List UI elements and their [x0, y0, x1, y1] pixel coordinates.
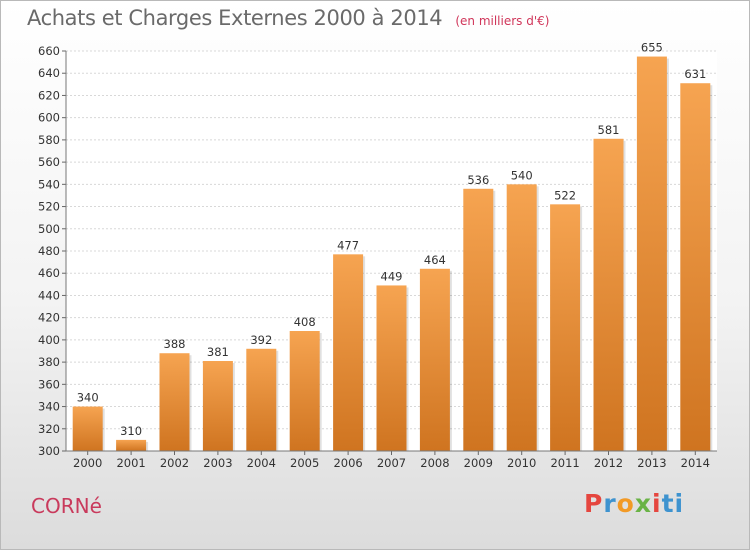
bar	[159, 353, 190, 451]
y-tick-label: 560	[38, 155, 60, 169]
bar	[636, 56, 667, 452]
x-tick-label: 2000	[73, 456, 102, 470]
x-tick-label: 2006	[333, 456, 362, 470]
data-label: 310	[120, 424, 142, 438]
y-tick-label: 420	[38, 311, 60, 325]
chart-title: Achats et Charges Externes 2000 à 2014	[27, 6, 443, 30]
y-tick-label: 500	[38, 222, 60, 236]
x-tick-label: 2001	[116, 456, 145, 470]
bar	[202, 361, 233, 451]
x-tick-label: 2004	[247, 456, 276, 470]
y-tick-label: 520	[38, 200, 60, 214]
data-label: 449	[381, 269, 403, 283]
place-name: CORNé	[31, 494, 102, 518]
proxiti-logo: Proxiti	[584, 489, 684, 518]
data-label: 540	[511, 168, 533, 182]
y-tick-label: 480	[38, 244, 60, 258]
data-label: 536	[467, 173, 489, 187]
logo-letter: o	[616, 489, 635, 518]
y-tick-label: 340	[38, 400, 60, 414]
data-label: 477	[337, 238, 359, 252]
logo-letter: ti	[661, 489, 685, 518]
x-tick-label: 2005	[290, 456, 319, 470]
y-tick-label: 580	[38, 133, 60, 147]
bar	[680, 83, 711, 451]
y-tick-label: 640	[38, 66, 60, 80]
y-tick-label: 620	[38, 88, 60, 102]
y-tick-label: 360	[38, 377, 60, 391]
bar	[333, 254, 364, 451]
x-tick-label: 2007	[377, 456, 406, 470]
x-tick-label: 2010	[507, 456, 536, 470]
data-label: 631	[684, 67, 706, 81]
data-label: 340	[77, 391, 99, 405]
bar	[289, 331, 320, 451]
y-tick-label: 660	[38, 44, 60, 58]
logo-letter: r	[603, 489, 617, 518]
x-tick-label: 2012	[594, 456, 623, 470]
bar	[593, 138, 624, 451]
logo-letter: i	[652, 489, 662, 518]
y-tick-label: 300	[38, 444, 60, 458]
data-label: 522	[554, 188, 576, 202]
x-tick-label: 2014	[681, 456, 710, 470]
bar	[246, 348, 277, 451]
data-label: 408	[294, 315, 316, 329]
bar	[506, 184, 537, 452]
logo-letter: x	[634, 489, 652, 518]
data-label: 392	[250, 333, 272, 347]
bar	[376, 285, 407, 451]
y-tick-label: 460	[38, 266, 60, 280]
data-label: 581	[598, 123, 620, 137]
y-tick-label: 380	[38, 355, 60, 369]
x-tick-label: 2011	[550, 456, 579, 470]
bar	[419, 268, 450, 451]
y-tick-label: 400	[38, 333, 60, 347]
x-tick-label: 2013	[637, 456, 666, 470]
data-label: 381	[207, 345, 229, 359]
y-tick-label: 320	[38, 422, 60, 436]
data-label: 388	[164, 337, 186, 351]
logo-letter: P	[584, 489, 604, 518]
y-tick-label: 540	[38, 177, 60, 191]
bar	[72, 406, 103, 451]
x-tick-label: 2008	[420, 456, 449, 470]
data-label: 655	[641, 41, 663, 55]
x-tick-label: 2003	[203, 456, 232, 470]
x-tick-label: 2002	[160, 456, 189, 470]
chart-unit: (en milliers d'€)	[455, 14, 550, 28]
bar	[550, 204, 581, 451]
x-tick-label: 2009	[464, 456, 493, 470]
bar	[116, 439, 147, 451]
bar	[463, 188, 494, 451]
title-block: Achats et Charges Externes 2000 à 2014 (…	[27, 6, 549, 30]
y-tick-label: 600	[38, 111, 60, 125]
data-label: 464	[424, 253, 446, 267]
y-tick-label: 440	[38, 288, 60, 302]
